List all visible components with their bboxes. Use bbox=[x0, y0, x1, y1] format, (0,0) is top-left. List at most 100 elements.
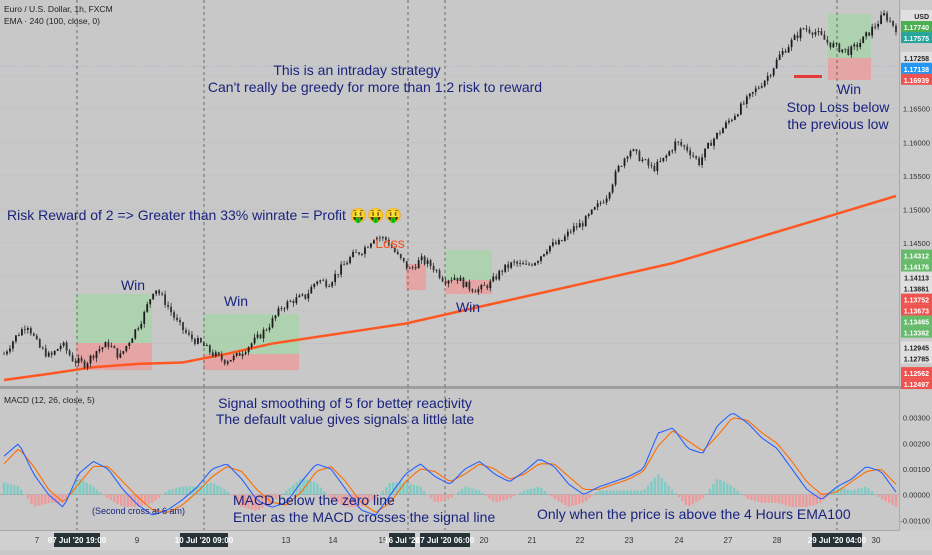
macd-hist-bar bbox=[557, 494, 560, 502]
candle-body bbox=[808, 29, 811, 33]
candle-body bbox=[895, 25, 897, 33]
macd-hist-bar bbox=[37, 494, 40, 506]
candle-body bbox=[638, 151, 641, 162]
macd-hist-bar bbox=[395, 482, 398, 495]
price-label: 1.13382 bbox=[904, 331, 929, 338]
candle-body bbox=[20, 329, 23, 336]
annotation-ema-note: Only when the price is above the 4 Hours… bbox=[537, 506, 851, 522]
candle-body bbox=[513, 261, 516, 263]
candle-body bbox=[853, 44, 856, 47]
candle-body bbox=[325, 280, 328, 287]
candle-body bbox=[361, 253, 363, 255]
candle-body bbox=[802, 28, 805, 30]
annotation-macd-below-2: Enter as the MACD crosses the signal lin… bbox=[233, 509, 495, 525]
macd-hist-bar bbox=[781, 494, 784, 505]
ema-line bbox=[3, 194, 897, 382]
macd-hist-bar bbox=[309, 480, 312, 495]
candle-body bbox=[298, 295, 301, 298]
candle-body bbox=[787, 47, 790, 53]
candle-body bbox=[211, 352, 214, 357]
candle-body bbox=[847, 48, 850, 55]
annotation-smoothing-2: The default value gives signals a little… bbox=[216, 411, 475, 427]
macd-hist-bar bbox=[577, 494, 581, 505]
macd-hist-bar bbox=[591, 494, 595, 496]
candle-body bbox=[459, 277, 462, 281]
macd-hist-bar bbox=[298, 479, 302, 495]
candle-body bbox=[480, 285, 483, 290]
macd-hist-bar bbox=[426, 494, 429, 496]
candle-body bbox=[602, 202, 605, 204]
candle-body bbox=[179, 319, 181, 323]
price-label: 1.12945 bbox=[904, 345, 929, 352]
macd-hist-bar bbox=[302, 478, 305, 495]
candle-body bbox=[820, 31, 823, 35]
macd-hist-bar bbox=[20, 489, 23, 495]
candle-body bbox=[250, 343, 253, 348]
macd-hist-bar bbox=[371, 494, 374, 501]
macd-hist-bar bbox=[230, 494, 233, 496]
macd-hist-bar bbox=[440, 494, 443, 502]
macd-hist-bar bbox=[385, 487, 388, 495]
candle-body bbox=[647, 159, 650, 166]
macd-hist-bar bbox=[119, 494, 123, 506]
candle-body bbox=[778, 54, 781, 60]
candle-body bbox=[12, 341, 14, 349]
macd-hist-bar bbox=[316, 483, 319, 495]
candle-body bbox=[862, 36, 865, 44]
macd-hist-bar bbox=[695, 494, 698, 503]
candle-body bbox=[378, 237, 381, 239]
risk-zone-5 bbox=[828, 58, 871, 80]
macd-hist-bar bbox=[278, 494, 281, 497]
macd-hist-bar bbox=[850, 490, 853, 495]
price-label-badge bbox=[901, 304, 932, 316]
price-label: 1.17740 bbox=[904, 25, 929, 32]
candle-body bbox=[563, 236, 566, 242]
annotation-stop-loss-2: the previous low bbox=[787, 116, 889, 132]
candle-body bbox=[83, 360, 86, 368]
macd-hist-bar bbox=[670, 489, 674, 495]
macd-hist-bar bbox=[712, 483, 715, 495]
candle-body bbox=[483, 285, 486, 286]
candle-body bbox=[423, 256, 426, 265]
macd-hist-bar bbox=[812, 494, 815, 506]
candle-body bbox=[101, 347, 104, 350]
macd-hist-bar bbox=[154, 494, 157, 501]
candle-body bbox=[722, 128, 724, 134]
time-axis-tick: 7 bbox=[35, 536, 40, 545]
candle-body bbox=[596, 203, 599, 208]
candle-body bbox=[232, 355, 235, 360]
candle-body bbox=[393, 247, 396, 253]
candle-body bbox=[474, 291, 477, 293]
candle-body bbox=[271, 318, 274, 328]
time-axis-tick: 30 bbox=[872, 536, 881, 545]
candle-body bbox=[441, 277, 444, 282]
macd-hist-bar bbox=[9, 484, 13, 495]
macd-hist-bar bbox=[843, 488, 846, 495]
candle-body bbox=[15, 335, 17, 342]
candle-body bbox=[74, 361, 77, 363]
candle-body bbox=[429, 260, 432, 267]
candle-body bbox=[766, 76, 769, 81]
macd-hist-bar bbox=[188, 486, 192, 495]
macd-hist-bar bbox=[274, 494, 278, 500]
candle-body bbox=[89, 355, 92, 364]
win-zone-5 bbox=[828, 14, 871, 58]
macd-hist-bar bbox=[715, 479, 719, 495]
macd-hist-bar bbox=[777, 494, 781, 504]
macd-hist-bar bbox=[257, 494, 261, 510]
candle-body bbox=[185, 330, 187, 333]
macd-hist-bar bbox=[13, 485, 16, 495]
candle-body bbox=[444, 281, 447, 284]
candle-body bbox=[426, 260, 429, 265]
time-axis-tick: 20 bbox=[480, 536, 489, 545]
macd-hist-bar bbox=[391, 482, 395, 495]
macd-hist-bar bbox=[216, 485, 219, 495]
candle-body bbox=[710, 142, 712, 146]
time-axis-tick: 14 bbox=[329, 536, 338, 545]
macd-hist-bar bbox=[409, 483, 412, 495]
candle-body bbox=[107, 342, 110, 347]
date-badge-1: 07 Jul '20 19:00 bbox=[48, 536, 107, 545]
macd-hist-bar bbox=[543, 490, 546, 495]
macd-legend: MACD (12, 26, close, 5) bbox=[4, 395, 95, 405]
macd-hist-bar bbox=[770, 494, 774, 503]
